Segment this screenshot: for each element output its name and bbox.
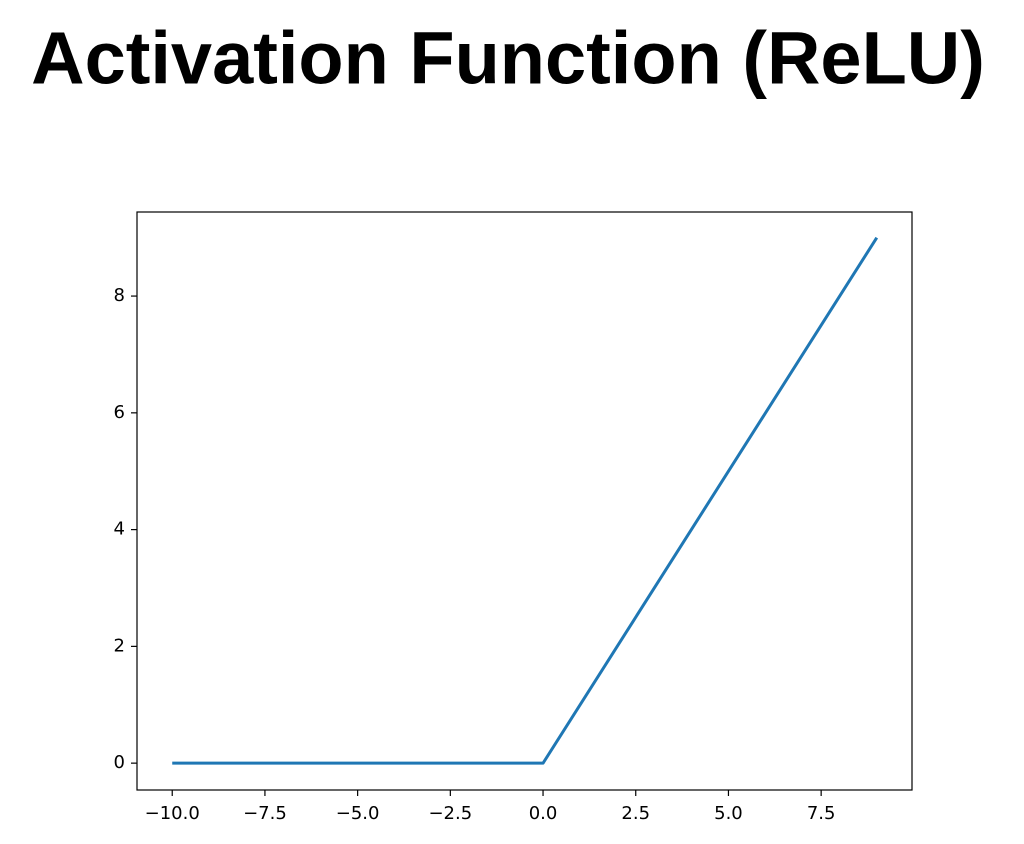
x-tick-label: 2.5 <box>621 803 650 824</box>
y-tick-label: 2 <box>114 635 125 656</box>
x-tick-label: −5.0 <box>336 803 380 824</box>
plot-frame <box>136 211 913 791</box>
y-tick-label: 4 <box>114 519 125 540</box>
line <box>172 236 879 765</box>
y-tick-label: 8 <box>114 285 125 306</box>
y-tick-label: 6 <box>114 402 125 423</box>
x-tick-label: 0.0 <box>529 803 558 824</box>
x-tick-label: 5.0 <box>714 803 743 824</box>
chart-title: Activation Function (ReLU) <box>31 17 985 100</box>
x-tick-label: 7.5 <box>807 803 836 824</box>
x-tick-label: −2.5 <box>428 803 472 824</box>
y-tick-label: 0 <box>114 752 125 773</box>
x-tick-label: −10.0 <box>145 803 200 824</box>
x-tick-label: −7.5 <box>243 803 287 824</box>
